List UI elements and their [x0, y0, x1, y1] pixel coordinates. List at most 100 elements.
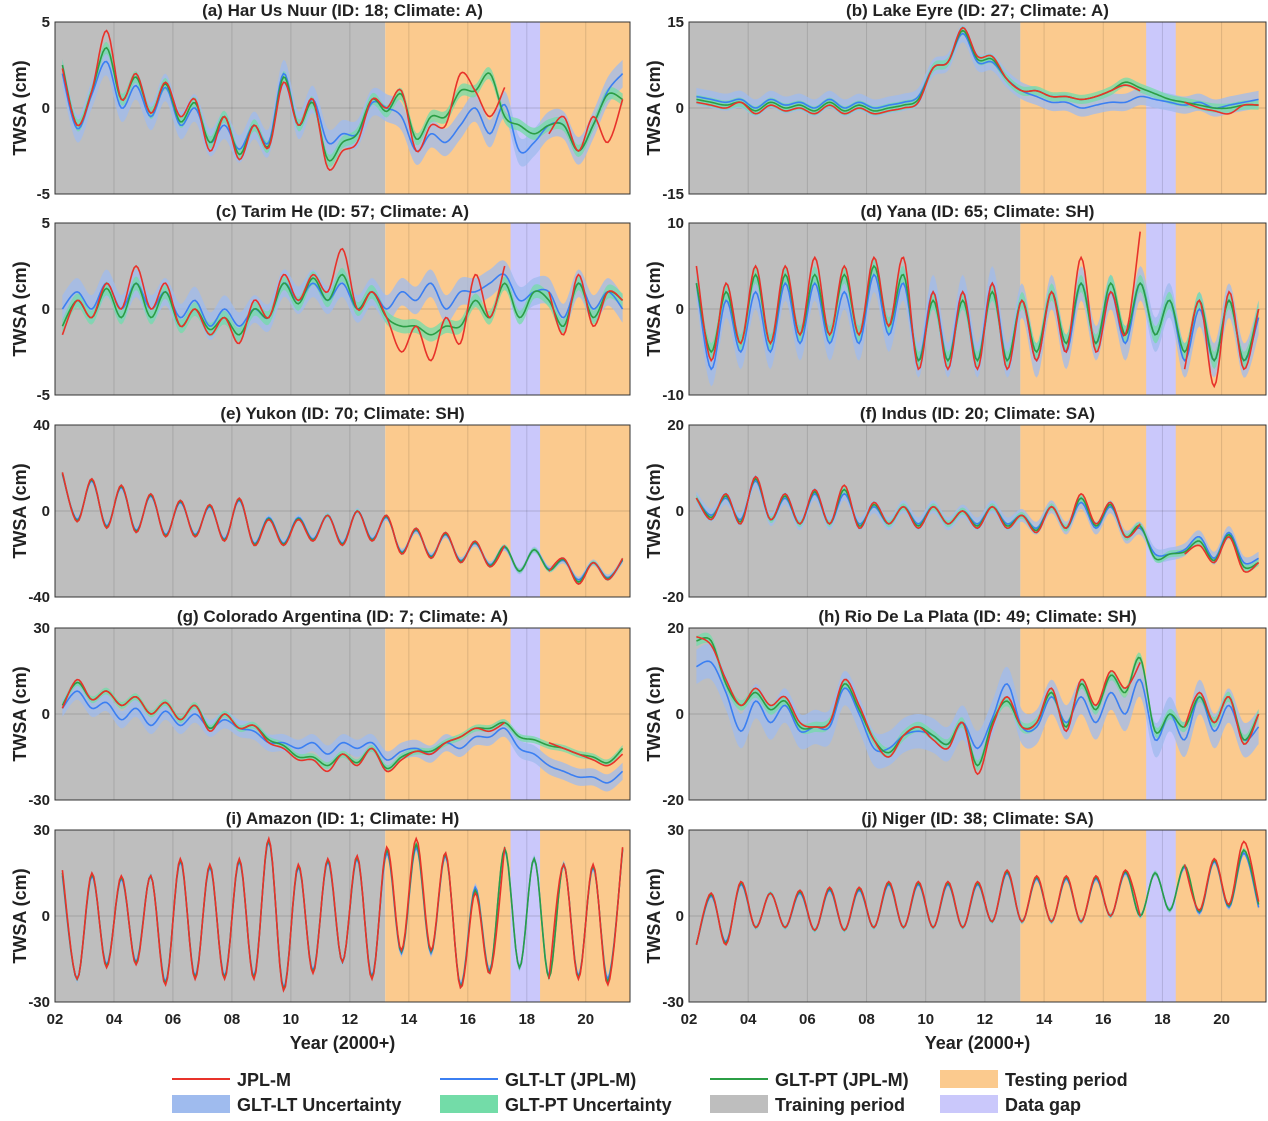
jpl-m-line	[61, 472, 506, 568]
panel-title: (a) Har Us Nuur (ID: 18; Climate: A)	[202, 1, 483, 20]
y-tick-label: 30	[33, 822, 50, 839]
training-period-region	[55, 425, 386, 597]
x-tick-label: 06	[799, 1011, 816, 1028]
y-tick-label: 20	[667, 417, 684, 434]
y-tick-label: 0	[676, 503, 684, 520]
x-tick-label: 04	[106, 1011, 123, 1028]
glt-pt-line	[696, 29, 1259, 112]
panel-title: (h) Rio De La Plata (ID: 49; Climate: SH…	[818, 607, 1136, 626]
training-period-region	[689, 830, 1021, 1002]
y-axis-label: TWSA (cm)	[10, 868, 30, 963]
y-axis-label: TWSA (cm)	[10, 463, 30, 558]
jpl-m-line	[61, 835, 506, 993]
legend-label: Testing period	[1005, 1070, 1128, 1090]
y-axis-label: TWSA (cm)	[10, 60, 30, 155]
panel-title: (i) Amazon (ID: 1; Climate: H)	[226, 809, 460, 828]
y-tick-label: -40	[28, 589, 50, 606]
x-axis-label: Year (2000+)	[290, 1033, 396, 1053]
plot-frame	[688, 21, 1267, 195]
x-tick-label: 10	[917, 1011, 934, 1028]
legend-label: GLT-LT Uncertainty	[237, 1095, 401, 1115]
legend-label: GLT-LT (JPL-M)	[505, 1070, 636, 1090]
jpl-m-line	[548, 847, 624, 988]
legend-swatch-training	[710, 1095, 768, 1113]
jpl-m-line	[1183, 691, 1260, 745]
glt-pt-line	[696, 636, 1260, 767]
panel-d: (d) Yana (ID: 65; Climate: SH) -10 0 10 TWSA…	[644, 202, 1267, 404]
y-tick-label: 30	[667, 822, 684, 839]
jpl-m-line	[548, 273, 624, 336]
y-tick-label: 0	[42, 908, 50, 925]
plot-frame	[54, 829, 631, 1003]
y-tick-label: -5	[37, 186, 50, 203]
jpl-m-line	[1183, 290, 1260, 389]
x-tick-label: 14	[1036, 1011, 1053, 1028]
jpl-m-line	[548, 557, 624, 585]
x-tick-label: 16	[459, 1011, 476, 1028]
y-tick-label: -20	[662, 589, 684, 606]
lt-uncertainty-band	[696, 474, 1259, 571]
glt-lt-line	[61, 60, 624, 154]
panel-b: (b) Lake Eyre (ID: 27; Climate: A) -15 0 15…	[644, 1, 1267, 203]
glt-lt-line	[61, 690, 624, 784]
y-axis-label: TWSA (cm)	[644, 868, 664, 963]
panel-title: (f) Indus (ID: 20; Climate: SA)	[860, 404, 1095, 423]
legend-label: Data gap	[1005, 1095, 1081, 1115]
y-tick-label: 0	[676, 908, 684, 925]
panel-f: (f) Indus (ID: 20; Climate: SA) -20 0 20 TWS…	[644, 404, 1267, 606]
plot-frame	[54, 21, 631, 195]
jpl-m-line	[548, 741, 624, 767]
y-tick-label: -10	[662, 387, 684, 404]
panel-h: (h) Rio De La Plata (ID: 49; Climate: SH…	[644, 607, 1267, 809]
panel-i: (i) Amazon (ID: 1; Climate: H) -30 0 30 TWSA…	[10, 809, 631, 1053]
jpl-m-line	[695, 868, 1141, 946]
y-tick-label: -30	[28, 792, 50, 809]
glt-pt-line	[695, 264, 1260, 363]
panel-e: (e) Yukon (ID: 70; Climate: SH) -40 0 40 TWS…	[10, 404, 631, 606]
plot-frame	[688, 829, 1267, 1003]
legend-swatch-lt_band	[172, 1095, 230, 1113]
panel-g: (g) Colorado Argentina (ID: 7; Climate: …	[10, 607, 631, 809]
jpl-m-line	[61, 29, 506, 171]
jpl-m-line	[1183, 840, 1260, 912]
x-tick-label: 18	[1154, 1011, 1171, 1028]
legend-label: GLT-PT Uncertainty	[505, 1095, 672, 1115]
legend-swatch-testing	[940, 1070, 998, 1088]
y-tick-label: 10	[667, 215, 684, 232]
plot-frame	[54, 424, 631, 598]
y-tick-label: 0	[42, 301, 50, 318]
plot-frame	[54, 222, 631, 396]
jpl-m-line	[696, 26, 1141, 115]
panel-title: (b) Lake Eyre (ID: 27; Climate: A)	[846, 1, 1109, 20]
jpl-m-line	[61, 247, 506, 362]
jpl-m-line	[548, 99, 624, 153]
legend-swatch-gap	[940, 1095, 998, 1113]
y-tick-label: 0	[42, 100, 50, 117]
y-tick-label: 30	[33, 620, 50, 637]
panel-j: (j) Niger (ID: 38; Climate: SA) -30 0 30 TWS…	[644, 809, 1267, 1053]
y-tick-label: 40	[33, 417, 50, 434]
legend-label: GLT-PT (JPL-M)	[775, 1070, 909, 1090]
panel-title: (e) Yukon (ID: 70; Climate: SH)	[220, 404, 464, 423]
y-tick-label: -20	[662, 792, 684, 809]
y-axis-label: TWSA (cm)	[10, 666, 30, 761]
y-tick-label: -5	[37, 387, 50, 404]
x-tick-label: 10	[283, 1011, 300, 1028]
legend: JPL-M GLT-LT (JPL-M) GLT-PT (JPL-M) Testing…	[172, 1070, 1128, 1115]
glt-pt-line	[61, 273, 624, 336]
y-axis-label: TWSA (cm)	[644, 666, 664, 761]
y-tick-label: -15	[662, 186, 684, 203]
lt-uncertainty-band	[62, 682, 623, 792]
x-tick-label: 08	[224, 1011, 241, 1028]
jpl-m-line	[695, 231, 1141, 371]
lt-uncertainty-band	[62, 47, 623, 167]
x-tick-label: 04	[740, 1011, 757, 1028]
jpl-m-line	[695, 475, 1141, 539]
x-tick-label: 06	[165, 1011, 182, 1028]
x-tick-label: 18	[518, 1011, 535, 1028]
y-tick-label: -30	[28, 994, 50, 1011]
x-tick-label: 16	[1095, 1011, 1112, 1028]
y-tick-label: 0	[676, 706, 684, 723]
y-axis-label: TWSA (cm)	[10, 261, 30, 356]
